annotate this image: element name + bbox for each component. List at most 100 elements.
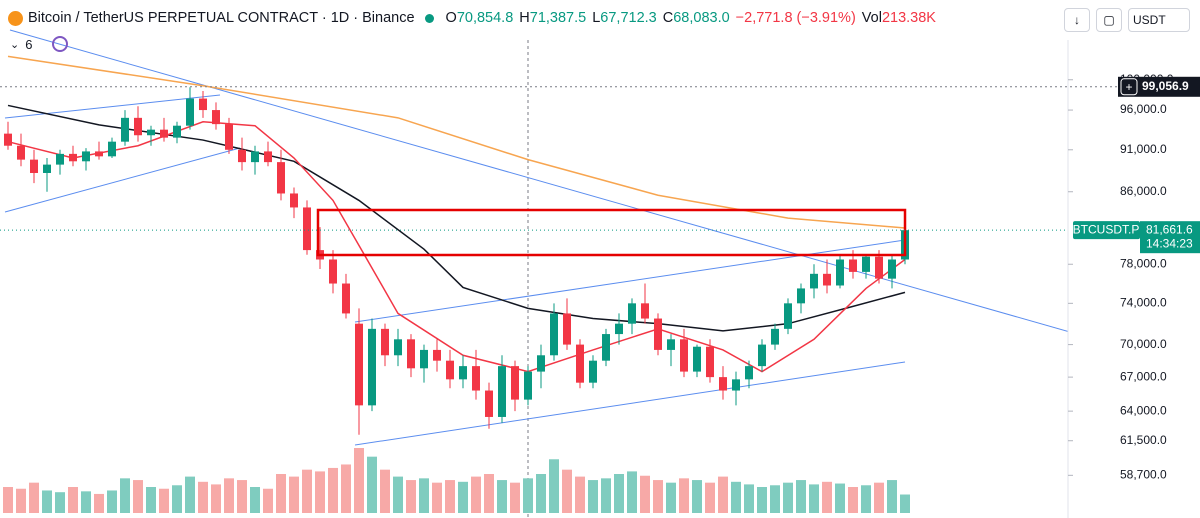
volume-bar xyxy=(419,478,429,513)
candle-body xyxy=(121,117,129,142)
candle-body xyxy=(95,151,103,157)
volume-bar xyxy=(536,474,546,513)
candle-body xyxy=(719,377,727,391)
stat-value: 67,712.3 xyxy=(600,10,657,26)
candle-body xyxy=(628,303,636,324)
volume-bar xyxy=(250,487,260,513)
trend-line xyxy=(4,147,241,213)
volume-bar xyxy=(107,490,117,513)
candle-body xyxy=(264,151,272,163)
moving-average xyxy=(7,55,906,229)
candle-body xyxy=(56,153,64,165)
candle-body xyxy=(212,110,220,125)
candle-body xyxy=(381,328,389,356)
candle-body xyxy=(589,360,597,383)
volume-bar xyxy=(601,478,611,513)
volume-bar xyxy=(276,474,286,513)
candle-body xyxy=(147,129,155,136)
marker-label-bg xyxy=(1118,76,1200,97)
volume-bar xyxy=(887,480,897,513)
volume-bar xyxy=(471,476,481,513)
volume-bar xyxy=(874,482,884,513)
candle-body xyxy=(459,366,467,380)
y-tick-label: 91,000.0 xyxy=(1120,142,1167,156)
volume-bar xyxy=(302,469,312,513)
indicator-icon[interactable] xyxy=(52,36,69,52)
candle-body xyxy=(875,256,883,279)
candle-body xyxy=(550,313,558,356)
volume-bar xyxy=(198,481,208,513)
candle-body xyxy=(745,366,753,380)
volume-bar xyxy=(575,476,585,513)
candle-body xyxy=(615,323,623,335)
candle-body xyxy=(485,390,493,417)
y-tick-label: 74,000.0 xyxy=(1120,296,1167,310)
ma-layer xyxy=(7,55,906,373)
candle-body xyxy=(134,117,142,136)
candle-body xyxy=(277,162,285,194)
axis-layer: 100,000.096,000.091,000.086,000.078,000.… xyxy=(0,72,1200,481)
candle-body xyxy=(472,366,480,391)
candle-body xyxy=(368,328,376,406)
stat-value: 71,387.5 xyxy=(529,10,587,26)
candle-body xyxy=(797,288,805,304)
volume-bar xyxy=(666,482,676,513)
volume-bar xyxy=(679,478,689,513)
candle-body xyxy=(498,366,506,417)
change-pct: (−3.91%) xyxy=(796,10,856,26)
candle-body xyxy=(563,313,571,345)
volume-bar xyxy=(29,482,39,513)
volume-bar xyxy=(653,480,663,513)
indicators[interactable]: ⌄ 6 xyxy=(10,36,69,52)
trend-line xyxy=(354,361,906,446)
candle-body xyxy=(823,273,831,286)
volume-bar xyxy=(146,487,156,513)
fullscreen-button[interactable]: ▢ xyxy=(1096,8,1122,32)
volume-bar xyxy=(640,475,650,513)
stat-key: C xyxy=(662,10,674,26)
candle-body xyxy=(511,366,519,400)
trend-line xyxy=(4,94,221,119)
volume-bar xyxy=(185,476,195,513)
candle-layer xyxy=(4,87,909,435)
marker-plus-sign: + xyxy=(1125,80,1132,94)
currency-button[interactable]: USDT xyxy=(1128,8,1190,32)
download-button[interactable]: ↓ xyxy=(1064,8,1090,32)
volume-bar xyxy=(731,481,741,513)
stats: O70,854.8 H71,387.5 L67,712.3 C68,083.0 xyxy=(440,10,730,26)
candle-body xyxy=(771,328,779,345)
chevron[interactable]: ⌄ xyxy=(10,38,20,51)
vol-key: Vol xyxy=(861,10,882,26)
candle-body xyxy=(849,259,857,272)
volume-bar xyxy=(848,487,858,513)
countdown: 14:34:23 xyxy=(1146,236,1193,250)
candle-body xyxy=(394,339,402,356)
volume-bar xyxy=(692,480,702,513)
candle-body xyxy=(82,151,90,162)
change: −2,771.8 xyxy=(735,10,793,26)
candle-body xyxy=(784,303,792,329)
y-tick-label: 78,000.0 xyxy=(1120,256,1167,270)
moving-average xyxy=(7,104,906,332)
volume-bar xyxy=(835,483,845,513)
candle-body xyxy=(758,344,766,367)
stat-key: L xyxy=(592,10,601,26)
volume-bar xyxy=(458,481,468,513)
trend-line xyxy=(9,29,1141,353)
volume-bar xyxy=(861,485,871,513)
vol-value: 213.38K xyxy=(881,10,936,26)
stat-value: 68,083.0 xyxy=(673,10,730,26)
candle-body xyxy=(524,371,532,400)
volume-bar xyxy=(718,476,728,513)
candle-body xyxy=(862,256,870,272)
candle-body xyxy=(173,125,181,138)
volume-bar xyxy=(120,478,130,513)
candle-body xyxy=(342,283,350,314)
candle-body xyxy=(888,259,896,279)
volume-bar xyxy=(614,474,624,513)
candle-body xyxy=(706,346,714,378)
moving-average xyxy=(7,120,906,373)
volume-layer xyxy=(3,448,910,513)
